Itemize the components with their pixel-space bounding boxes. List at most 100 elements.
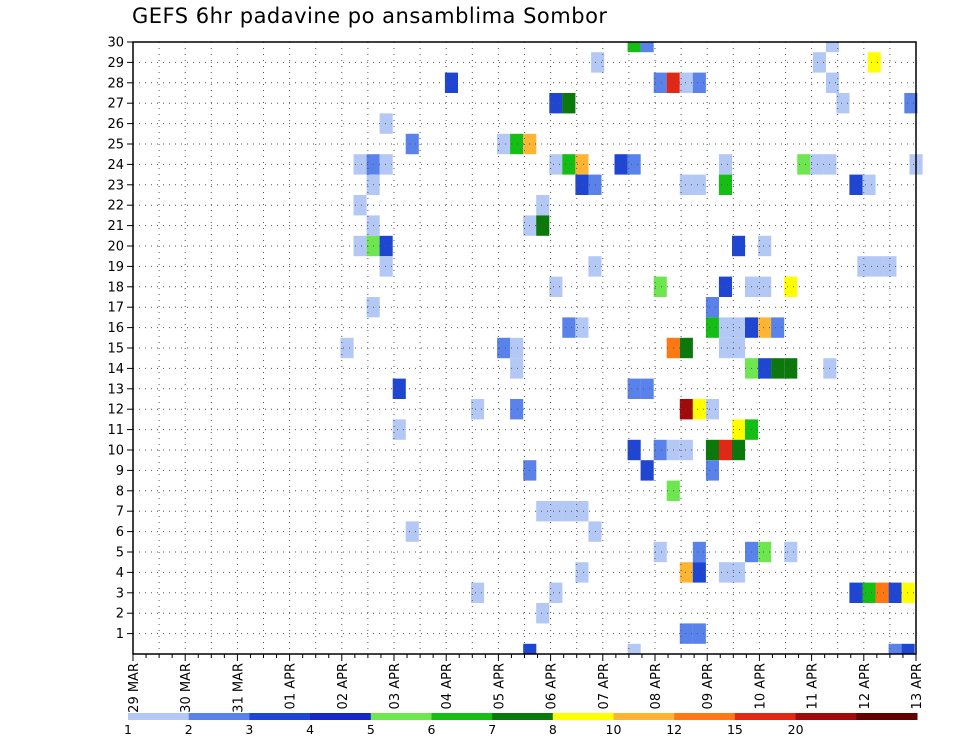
- y-tick-label: 19: [107, 260, 124, 275]
- heatmap-cell: [797, 154, 811, 175]
- chart-title: GEFS 6hr padavine po ansamblima Sombor: [132, 4, 608, 28]
- heatmap-cell: [653, 541, 667, 563]
- heatmap-cell: [392, 378, 406, 399]
- axes-layer: 1234567891011121314151617181920212223242…: [107, 36, 925, 713]
- heatmap-cell: [732, 419, 746, 440]
- heatmap-cell: [353, 154, 367, 175]
- heatmap-cell: [653, 439, 667, 461]
- y-tick-label: 16: [107, 321, 124, 336]
- heatmap-cell: [653, 276, 667, 297]
- y-tick-label: 29: [107, 56, 124, 71]
- x-tick-label: 06 APR: [545, 663, 560, 709]
- heatmap-cell: [340, 337, 354, 359]
- y-tick-label: 12: [107, 403, 124, 418]
- heatmap-cell: [549, 501, 563, 522]
- heatmap-cell: [870, 256, 884, 277]
- x-tick-label: 13 APR: [910, 663, 925, 709]
- heatmap-cell: [692, 399, 706, 420]
- x-tick-label: 07 APR: [597, 663, 612, 709]
- legend-level-label: 12: [666, 722, 682, 737]
- heatmap-cell: [536, 501, 550, 522]
- x-tick-label: 09 APR: [701, 663, 716, 709]
- legend-level-label: 6: [428, 722, 436, 737]
- heatmap-cell: [549, 276, 563, 297]
- heatmap-cell: [732, 439, 746, 461]
- y-tick-label: 8: [116, 484, 124, 499]
- heatmap-cell: [497, 133, 511, 155]
- y-tick-label: 26: [107, 117, 124, 132]
- heatmap-cell: [679, 399, 693, 420]
- heatmap-cell: [718, 439, 732, 461]
- heatmap-cell: [471, 399, 485, 420]
- heatmap-cell: [758, 235, 772, 257]
- heatmap-cell: [575, 174, 589, 195]
- y-tick-label: 4: [116, 566, 124, 581]
- heatmap-cell: [836, 93, 850, 114]
- heatmap-cell: [653, 72, 667, 93]
- heatmap-cell: [510, 133, 524, 155]
- legend-level-label: 10: [606, 722, 622, 737]
- heatmap-cell: [705, 439, 719, 461]
- x-tick-label: 03 APR: [388, 663, 403, 709]
- heatmap-cell: [575, 562, 589, 583]
- legend-color-swatch: [795, 713, 857, 720]
- legend-level-label: 7: [488, 722, 496, 737]
- heatmap-cell: [705, 317, 719, 338]
- grid-layer: [133, 41, 916, 654]
- legend-layer: 1 2 3 4 5 6 7 8 10 12 15 20: [124, 713, 918, 737]
- y-tick-label: 10: [107, 444, 124, 459]
- heatmap-cell: [732, 317, 746, 338]
- heatmap-cell: [771, 358, 785, 379]
- heatmap-cell: [862, 582, 876, 603]
- heatmap-cell: [849, 582, 863, 603]
- heatmap-cell: [718, 174, 732, 195]
- heatmap-cell: [510, 358, 524, 379]
- x-tick-label: 12 APR: [858, 663, 873, 709]
- heatmap-cell: [627, 378, 641, 399]
- y-tick-label: 23: [107, 178, 124, 193]
- heatmap-cell: [718, 317, 732, 338]
- y-tick-label: 27: [107, 97, 124, 112]
- legend-color-swatch: [188, 713, 250, 720]
- heatmap-cell: [862, 174, 876, 195]
- heatmap-cell: [888, 643, 902, 654]
- heatmap-cell: [523, 643, 537, 654]
- heatmap-cell: [826, 42, 840, 53]
- heatmap-cell: [679, 72, 693, 93]
- heatmap-cell: [679, 439, 693, 461]
- heatmap-cell: [549, 154, 563, 175]
- heatmap-cell: [627, 154, 641, 175]
- y-tick-label: 22: [107, 199, 124, 214]
- heatmap-cell: [379, 113, 393, 134]
- heatmap-cell: [379, 256, 393, 277]
- x-tick-label: 31 MAR: [231, 663, 246, 713]
- legend-color-swatch: [249, 713, 311, 720]
- y-tick-label: 20: [107, 240, 124, 255]
- heatmap-cell: [588, 174, 602, 195]
- heatmap-cell: [640, 460, 654, 481]
- heatmap-cell: [692, 623, 706, 644]
- legend-color-swatch: [431, 713, 493, 720]
- y-tick-label: 18: [107, 280, 124, 295]
- y-tick-label: 2: [116, 607, 124, 622]
- legend-color-swatch: [128, 713, 190, 720]
- y-tick-label: 13: [107, 382, 124, 397]
- y-tick-label: 14: [107, 362, 124, 377]
- heatmap-cell: [692, 562, 706, 583]
- heatmap-cell: [901, 582, 915, 603]
- heatmap-cell: [875, 582, 889, 603]
- heatmap-cell: [562, 501, 576, 522]
- heatmap-cell: [758, 276, 772, 297]
- heatmap-cell: [536, 195, 550, 216]
- heatmap-cell: [810, 154, 824, 175]
- heatmap-cell: [353, 235, 367, 257]
- heatmap-cell: [758, 358, 772, 379]
- y-tick-label: 11: [107, 423, 124, 438]
- heatmap-cell: [497, 337, 511, 359]
- heatmap-cell: [405, 521, 419, 542]
- heatmap-cell: [758, 317, 772, 338]
- legend-level-label: 2: [185, 722, 193, 737]
- x-tick-label: 08 APR: [649, 663, 664, 709]
